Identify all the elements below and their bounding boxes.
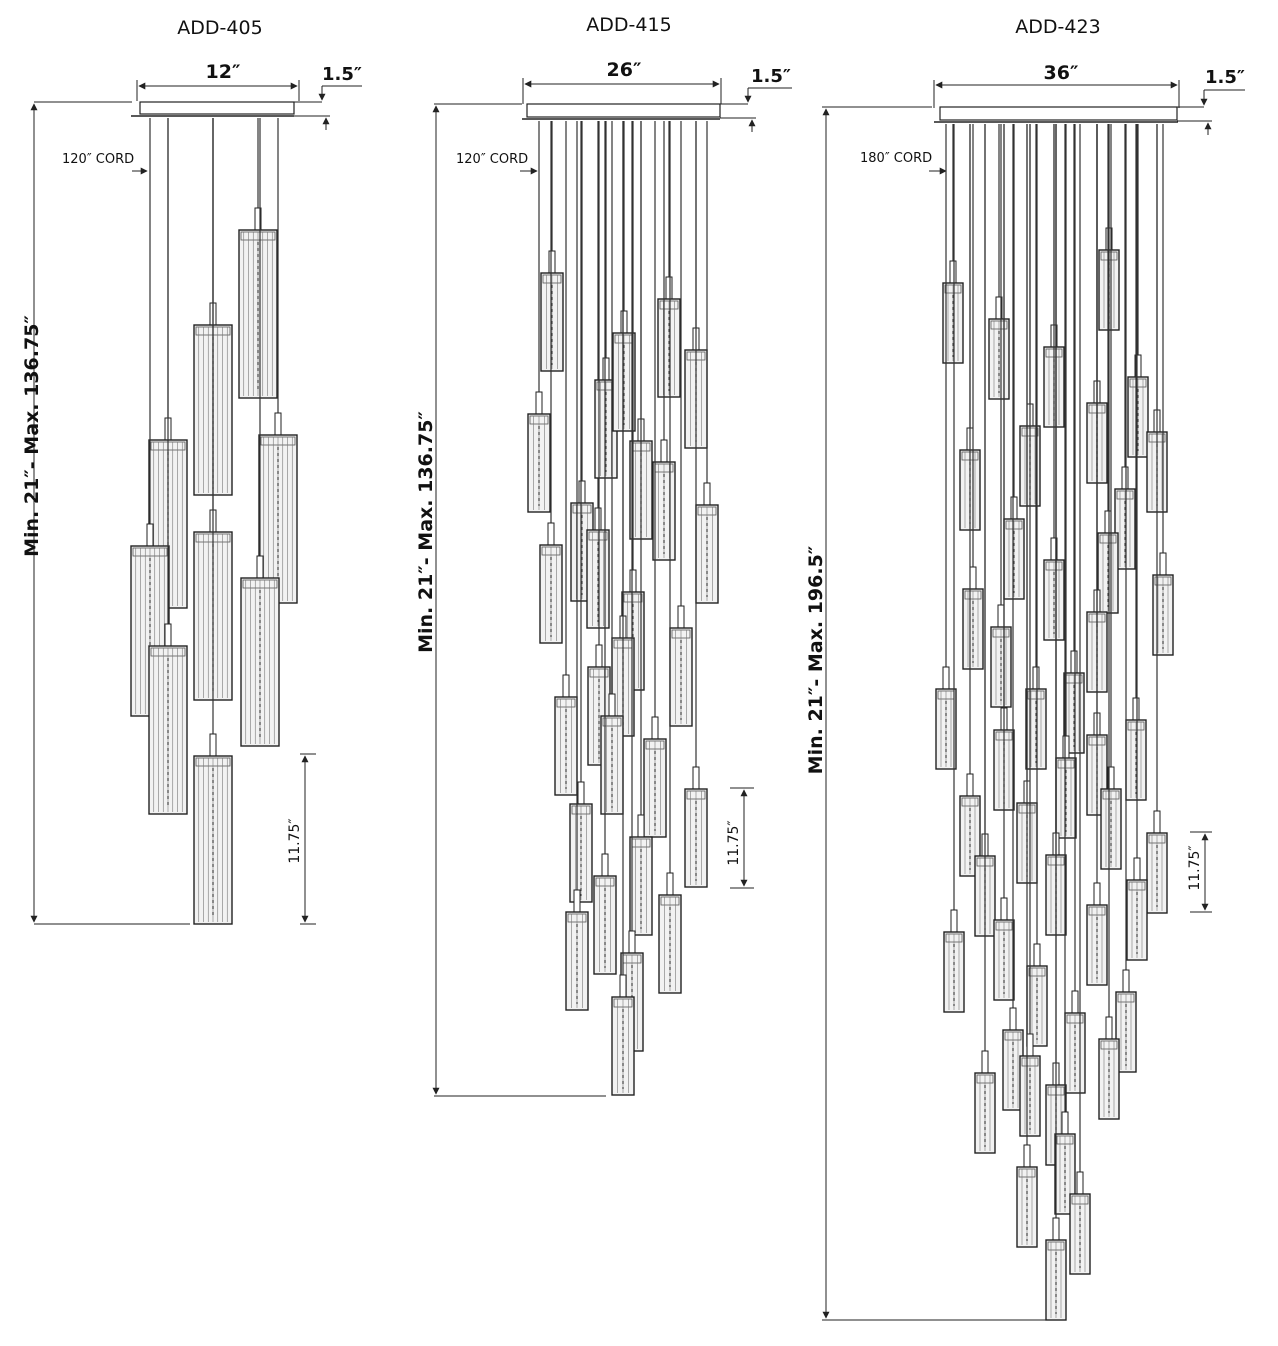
pendant [554,121,578,796]
pendant [1064,124,1086,1094]
cord-label: 120″ CORD [62,152,134,167]
pendant [669,121,693,727]
pendants [527,121,719,1096]
pendants [935,124,1174,1321]
pendant [1025,124,1047,770]
product-add-405: ADD-405 12″ 1.5″ 120″ CORD Min. 21″- Max… [21,17,362,925]
model-title: ADD-415 [586,14,671,36]
pendant [1063,124,1085,754]
canopy-depth-label: 1.5″ [751,66,791,87]
pendant [569,121,593,903]
cord-label: 120″ CORD [456,152,528,167]
pendant [1069,124,1091,1275]
canopy-width-label: 26″ [607,59,642,81]
pendant-height-label: 11.75″ [1187,845,1203,890]
pendant [1127,124,1149,458]
pendant [540,121,564,372]
pendant [993,124,1015,1001]
pendant [593,121,617,975]
pendant [943,124,965,1013]
canopy-width-label: 36″ [1044,62,1079,84]
canopy-depth-label: 1.5″ [322,64,362,85]
pendant [570,121,594,602]
product-add-415: ADD-415 26″ 1.5″ 120″ CORD Min. 21″- Max… [415,14,792,1097]
pendant [527,121,551,513]
pendant [539,121,563,644]
overall-height-label: Min. 21″- Max. 136.75″ [415,411,437,653]
pendant [1045,124,1067,1321]
pendant [1146,124,1168,914]
cord-label: 180″ CORD [860,151,932,166]
canopy [139,101,295,115]
pendant [1114,124,1136,570]
pendant [643,121,667,838]
pendant [1019,124,1041,1137]
pendant [1126,124,1148,961]
pendant [1152,124,1174,656]
pendant [974,124,996,1154]
pendant [1003,124,1025,600]
pendants [130,118,298,925]
product-add-423: ADD-423 36″ 1.5″ 180″ CORD Min. 21″- Max… [805,16,1245,1321]
pendant [935,124,957,770]
canopy-width-label: 12″ [206,61,241,83]
pendant [600,121,624,815]
pendant [1125,124,1147,801]
overall-height-label: Min. 21″- Max. 136.75″ [21,315,43,557]
canopy-depth-label: 1.5″ [1205,67,1245,88]
pendant [1100,124,1122,870]
pendant [148,118,188,815]
pendant [1043,124,1065,641]
pendant-height-label: 11.75″ [726,820,742,865]
pendant [240,118,280,747]
pendant [1002,124,1024,1111]
pendant [238,118,278,399]
pendant [988,124,1010,400]
pendant [193,118,233,925]
pendant [1097,124,1119,614]
pendant [942,124,964,364]
pendant [1055,124,1077,839]
pendant [1098,124,1120,1120]
pendant [611,121,635,1096]
model-title: ADD-423 [1015,16,1100,38]
model-title: ADD-405 [177,17,262,39]
pendant [565,121,589,1011]
pendant-height-label: 11.75″ [287,818,303,863]
pendant [1086,124,1108,986]
pendant [657,121,681,398]
canopy [526,103,721,118]
pendant [695,121,719,604]
pendant [612,121,636,432]
pendant [629,121,653,936]
pendant [962,124,984,670]
pendant [1016,124,1038,1248]
pendant [1026,124,1048,1047]
canopy [939,106,1178,121]
pendant [130,118,170,717]
pendant [1115,124,1137,1073]
overall-height-label: Min. 21″- Max. 196.5″ [805,545,827,774]
pendant [990,124,1012,708]
pendant [258,118,298,604]
pendant [684,121,708,888]
pendant [658,121,682,994]
